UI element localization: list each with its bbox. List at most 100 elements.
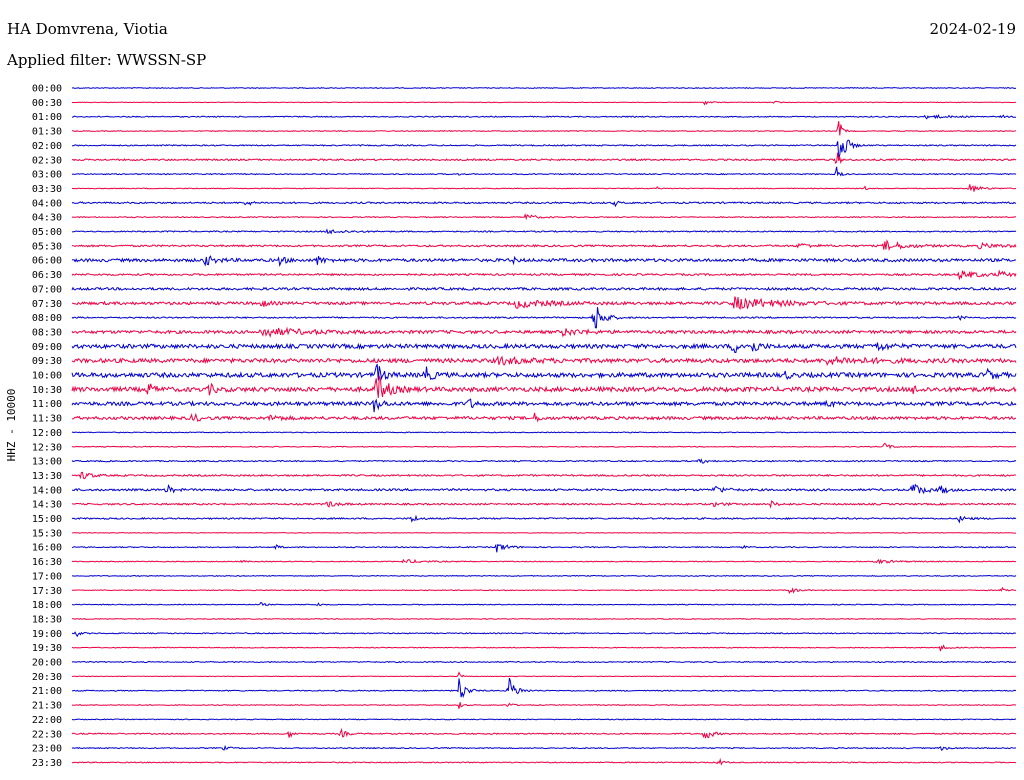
trace-line	[71, 326, 1017, 338]
trace-line	[71, 431, 1017, 434]
y-axis-label: HHZ - 10000	[5, 389, 18, 462]
time-label: 20:30	[32, 672, 62, 683]
time-label: 21:00	[32, 686, 62, 697]
time-label: 18:00	[32, 600, 62, 611]
trace-line	[71, 238, 1017, 252]
time-label: 09:00	[32, 342, 62, 353]
trace-line	[71, 307, 1017, 329]
trace-line	[71, 532, 1016, 534]
time-label: 16:30	[32, 557, 62, 568]
trace-line	[71, 558, 1017, 565]
trace-line	[71, 184, 1017, 192]
trace-line	[71, 442, 1017, 450]
trace-line	[71, 166, 1017, 177]
trace-line	[71, 744, 1017, 751]
trace-line	[71, 152, 1017, 165]
time-label: 10:00	[32, 371, 62, 382]
trace-line	[71, 363, 1017, 381]
time-label: 11:00	[32, 399, 62, 410]
trace-line	[71, 255, 1017, 268]
trace-line	[71, 200, 1017, 208]
trace-line	[71, 296, 1017, 311]
trace-line	[71, 500, 1017, 509]
time-label: 13:30	[32, 471, 62, 482]
time-label: 06:00	[32, 256, 62, 267]
time-label: 08:30	[32, 327, 62, 338]
trace-line	[71, 355, 1017, 366]
trace-line	[71, 574, 1017, 577]
time-label: 08:00	[32, 313, 62, 324]
trace-line	[71, 100, 1017, 106]
time-label: 14:00	[32, 485, 62, 496]
time-label: 11:30	[32, 414, 62, 425]
time-label: 03:00	[32, 170, 62, 181]
time-label: 09:30	[32, 356, 62, 367]
time-label: 23:30	[32, 758, 62, 769]
time-label: 01:00	[32, 112, 62, 123]
trace-line	[71, 458, 1017, 464]
trace-line	[71, 374, 1017, 398]
trace-line	[71, 617, 1017, 620]
time-label: 21:30	[32, 701, 62, 712]
trace-line	[71, 398, 1017, 413]
trace-line	[71, 86, 1017, 90]
trace-line	[71, 543, 1016, 553]
trace-line	[71, 727, 1017, 739]
trace-line	[71, 286, 1017, 292]
time-label: 17:00	[32, 571, 62, 582]
time-label: 05:00	[32, 227, 62, 238]
time-label: 01:30	[32, 127, 62, 138]
trace-line	[71, 660, 1017, 664]
time-label: 14:30	[32, 500, 62, 511]
trace-line	[71, 483, 1017, 495]
time-label: 15:30	[32, 528, 62, 539]
trace-line	[71, 412, 1017, 423]
time-label: 12:30	[32, 442, 62, 453]
date-label: 2024-02-19	[929, 20, 1016, 38]
trace-line	[71, 586, 1017, 594]
time-label: 03:30	[32, 184, 62, 195]
station-title: HA Domvrena, Viotia	[7, 20, 168, 38]
trace-line	[71, 644, 1016, 652]
trace-line	[71, 757, 1017, 766]
time-label: 07:00	[32, 284, 62, 295]
trace-line	[72, 113, 1016, 120]
time-label: 22:30	[32, 729, 62, 740]
time-label: 10:30	[32, 385, 62, 396]
time-label: 20:00	[32, 658, 62, 669]
trace-line	[71, 718, 1017, 721]
time-label: 00:30	[32, 98, 62, 109]
filter-label: Applied filter: WWSSN-SP	[7, 51, 207, 69]
time-label: 23:00	[32, 744, 62, 755]
time-label: 12:00	[32, 428, 62, 439]
trace-line	[71, 121, 1017, 136]
trace-line	[71, 702, 1016, 709]
trace-line	[72, 671, 1017, 678]
time-label: 13:00	[32, 457, 62, 468]
time-label: 18:30	[32, 614, 62, 625]
time-label: 17:30	[32, 586, 62, 597]
time-label: 15:00	[32, 514, 62, 525]
trace-line	[71, 471, 1016, 480]
time-label: 04:30	[32, 213, 62, 224]
trace-line	[71, 213, 1017, 221]
trace-line	[71, 139, 1017, 158]
trace-line	[71, 228, 1017, 235]
time-label: 19:00	[32, 629, 62, 640]
time-label: 06:30	[32, 270, 62, 281]
trace-line	[71, 269, 1017, 281]
trace-line	[71, 342, 1017, 353]
time-label: 02:00	[32, 141, 62, 152]
time-label: 16:00	[32, 543, 62, 554]
time-label: 00:00	[32, 84, 62, 95]
time-label: 02:30	[32, 155, 62, 166]
trace-line	[71, 601, 1017, 607]
time-label: 04:00	[32, 198, 62, 209]
time-label: 07:30	[32, 299, 62, 310]
time-label: 05:30	[32, 241, 62, 252]
trace-line	[71, 677, 1017, 699]
time-label: 22:00	[32, 715, 62, 726]
trace-line	[71, 514, 1017, 524]
